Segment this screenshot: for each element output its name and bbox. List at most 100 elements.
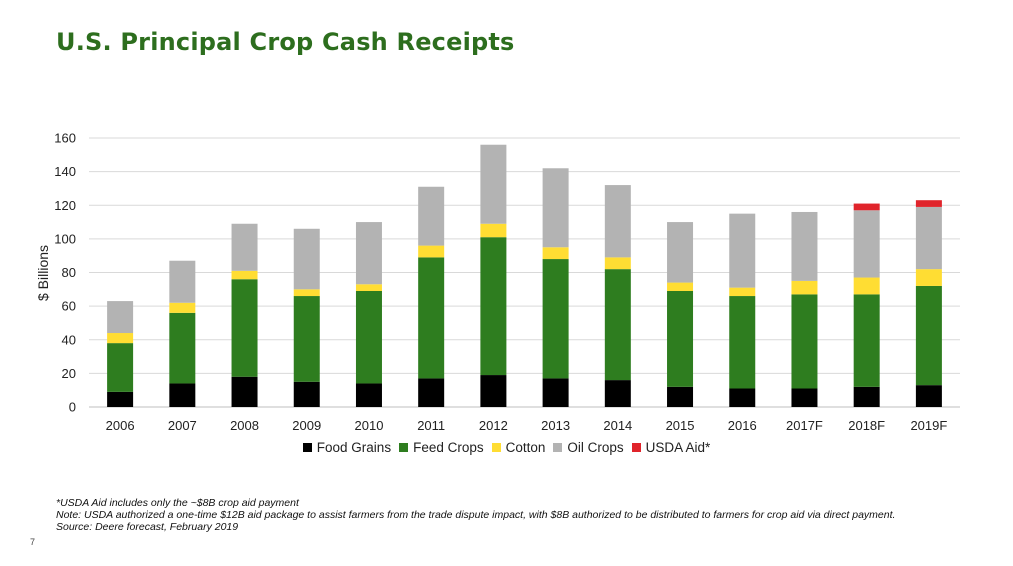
bar-segment — [604, 380, 631, 407]
bar-segment — [729, 296, 756, 389]
legend-label: Feed Crops — [413, 440, 484, 455]
bar-segment — [231, 376, 258, 407]
bar-segment — [791, 388, 818, 407]
x-tick-label: 2006 — [106, 418, 135, 433]
chart-bars — [107, 144, 942, 407]
y-tick-label: 0 — [69, 400, 76, 415]
x-tick-label: 2012 — [479, 418, 508, 433]
bar-segment — [107, 333, 134, 344]
y-tick-label: 140 — [54, 164, 76, 179]
legend-swatch — [553, 443, 563, 452]
legend-item: Cotton — [491, 440, 545, 455]
bar-segment — [604, 269, 631, 381]
y-tick-label: 120 — [54, 198, 76, 213]
bar-segment — [542, 259, 569, 379]
bar-segment — [667, 282, 694, 291]
bar-segment — [169, 383, 196, 407]
bar-segment — [355, 284, 382, 291]
bar-segment — [791, 211, 818, 281]
x-tick-label: 2015 — [666, 418, 695, 433]
bar-segment — [107, 301, 134, 334]
x-tick-label: 2011 — [417, 418, 445, 433]
y-tick-label: 20 — [62, 366, 76, 381]
legend-label: Food Grains — [316, 440, 392, 455]
legend-swatch — [399, 443, 409, 452]
bar-segment — [729, 388, 756, 407]
legend-swatch — [491, 443, 501, 452]
x-tick-label: 2018F — [848, 418, 885, 433]
legend-label: USDA Aid* — [645, 440, 711, 455]
slide-notes: *USDA Aid includes only the ~$8B crop ai… — [56, 497, 956, 533]
bar-segment — [293, 228, 320, 290]
bar-segment — [107, 343, 134, 392]
bar-segment — [355, 383, 382, 407]
bar-segment — [542, 378, 569, 407]
bar-segment — [418, 257, 445, 379]
x-tick-label: 2014 — [603, 418, 632, 433]
legend-item: Feed Crops — [399, 440, 484, 455]
y-tick-label: 80 — [62, 265, 76, 280]
bar-segment — [915, 285, 942, 386]
legend-swatch — [302, 443, 312, 452]
bar-segment — [853, 277, 880, 295]
bar-segment — [729, 287, 756, 297]
bar-segment — [480, 223, 507, 238]
bar-segment — [791, 294, 818, 389]
bar-segment — [480, 375, 507, 407]
bar-segment — [729, 213, 756, 288]
usda-aid-footnote: *USDA Aid includes only the ~$8B crop ai… — [56, 497, 299, 509]
bar-segment — [293, 296, 320, 382]
x-axis-ticks: 2006 2007 2008 2009 2010 2011 2012 2013 2014 2015… — [106, 418, 948, 433]
bar-segment — [667, 222, 694, 283]
bar-segment — [418, 186, 445, 246]
y-tick-label: 40 — [62, 332, 76, 347]
y-tick-label: 160 — [54, 131, 76, 146]
x-tick-label: 2017F — [786, 418, 823, 433]
bar-segment — [915, 269, 942, 286]
x-tick-label: 2019F — [910, 418, 947, 433]
legend-swatch — [631, 443, 641, 452]
bar-segment — [169, 312, 196, 384]
bar-segment — [853, 386, 880, 407]
y-axis-label: $ Billions — [35, 245, 51, 301]
bar-segment — [915, 200, 942, 207]
bar-segment — [355, 290, 382, 384]
bar-segment — [169, 260, 196, 303]
bar-segment — [542, 247, 569, 260]
bar-segment — [853, 203, 880, 211]
x-tick-label: 2013 — [541, 418, 570, 433]
legend-item: Food Grains — [302, 440, 392, 455]
bar-segment — [853, 294, 880, 387]
bar-segment — [480, 237, 507, 376]
x-tick-label: 2007 — [168, 418, 197, 433]
bar-segment — [604, 185, 631, 258]
bar-segment — [667, 290, 694, 387]
bar-segment — [231, 279, 258, 377]
legend-item: USDA Aid* — [631, 440, 711, 455]
x-tick-label: 2010 — [355, 418, 384, 433]
x-tick-label: 2008 — [230, 418, 259, 433]
bar-segment — [231, 223, 258, 271]
bar-segment — [293, 289, 320, 297]
page-title: U.S. Principal Crop Cash Receipts — [56, 28, 515, 56]
legend-label: Oil Crops — [567, 440, 624, 455]
legend-item: Oil Crops — [553, 440, 624, 455]
y-tick-label: 100 — [54, 231, 76, 246]
trade-aid-note: Note: USDA authorized a one-time $12B ai… — [56, 509, 896, 521]
bar-segment — [791, 280, 818, 295]
page-number: 7 — [30, 537, 36, 547]
bar-segment — [915, 206, 942, 270]
y-tick-label: 60 — [62, 299, 76, 314]
bar-segment — [107, 391, 134, 407]
x-tick-label: 2009 — [292, 418, 321, 433]
bar-segment — [418, 378, 445, 407]
bar-segment — [604, 257, 631, 270]
bar-segment — [355, 222, 382, 285]
bar-segment — [667, 386, 694, 407]
bar-segment — [169, 302, 196, 313]
bar-segment — [853, 210, 880, 278]
bar-segment — [915, 385, 942, 407]
bar-segment — [480, 144, 507, 224]
bar-segment — [231, 270, 258, 280]
